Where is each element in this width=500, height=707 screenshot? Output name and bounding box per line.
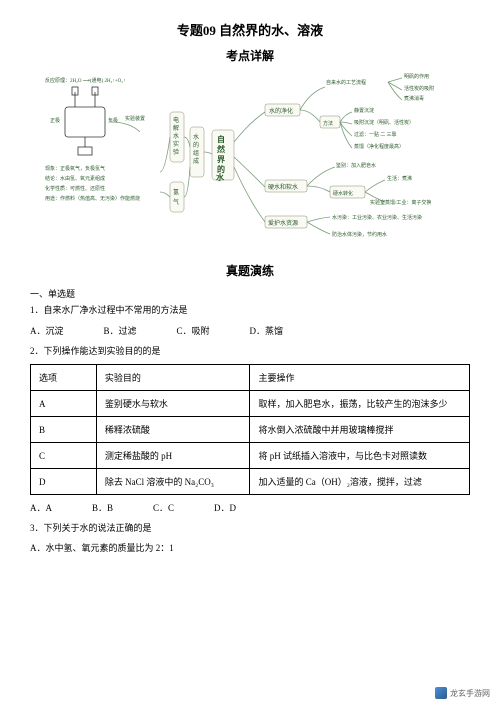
footer-logo: 龙玄手游网 (435, 687, 490, 699)
page-subtitle: 考点详解 (30, 47, 470, 64)
svg-text:水污染：工业污染、农业污染、生活污染: 水污染：工业污染、农业污染、生活污染 (332, 214, 422, 221)
svg-text:结论：水由氢、氧元素组成: 结论：水由氢、氧元素组成 (45, 175, 105, 182)
svg-text:硬水和软水: 硬水和软水 (268, 183, 298, 191)
q2-table: 选项 实验目的 主要操作 A 鉴别硬水与软水 取样，加入肥皂水，振荡，比较产生的… (30, 364, 470, 495)
svg-text:防治水体污染，节约用水: 防治水体污染，节约用水 (332, 231, 387, 238)
svg-text:硬水转化: 硬水转化 (333, 190, 353, 197)
svg-text:然: 然 (217, 144, 225, 154)
table-row: A 鉴别硬水与软水 取样，加入肥皂水，振荡，比较产生的泡沫多少 (31, 391, 470, 417)
logo-icon (435, 687, 447, 699)
svg-text:电: 电 (173, 116, 179, 124)
q1-opt-c: C．吸附 (177, 324, 210, 337)
q3-opt-a: A．水中氢、氧元素的质量比为 2：1 (30, 542, 470, 556)
q2-opt-a: A．A (30, 501, 52, 514)
svg-text:实: 实 (173, 140, 179, 148)
table-row: B 稀释浓硫酸 将水倒入浓硫酸中并用玻璃棒搅拌 (31, 417, 470, 443)
footer-text: 龙玄手游网 (450, 688, 490, 699)
svg-text:鉴别：加入肥皂水: 鉴别：加入肥皂水 (336, 162, 376, 169)
svg-text:水: 水 (193, 133, 199, 141)
q2-opt-d: D．D (214, 501, 236, 514)
svg-text:氢: 氢 (173, 188, 179, 196)
svg-text:气: 气 (173, 198, 179, 206)
svg-text:负极: 负极 (108, 117, 118, 124)
question-header: 一、单选题 (30, 287, 470, 300)
table-row: C 测定稀盐酸的 pH 将 pH 试纸插入溶液中，与比色卡对照读数 (31, 443, 470, 469)
svg-text:煮沸消毒: 煮沸消毒 (404, 95, 424, 102)
question-3: 3．下列关于水的说法正确的是 (30, 522, 470, 536)
question-2-options: A．A B．B C．C D．D (30, 501, 470, 514)
svg-text:现象：正极氧气，负极氢气: 现象：正极氧气，负极氢气 (45, 165, 105, 172)
page-title: 专题09 自然界的水、溶液 (30, 20, 470, 39)
svg-text:活性炭的吸附: 活性炭的吸附 (404, 85, 434, 92)
svg-text:用途：作燃料（热值高、无污染）作能燃烧: 用途：作燃料（热值高、无污染）作能燃烧 (45, 195, 140, 202)
section-practice: 真题演练 (30, 262, 470, 279)
svg-text:实验装置: 实验装置 (125, 115, 145, 122)
svg-text:的: 的 (193, 141, 199, 149)
q2-opt-b: B．B (92, 501, 113, 514)
svg-text:水: 水 (215, 172, 225, 182)
svg-text:蒸馏（净化程度最高）: 蒸馏（净化程度最高） (354, 143, 404, 150)
table-row: D 除去 NaCl 溶液中的 Na₂CO₃ 加入适量的 Ca（OH）₂溶液，搅拌… (31, 469, 470, 495)
question-1-options: A．沉淀 B．过滤 C．吸附 D．蒸馏 (30, 324, 470, 337)
svg-text:成: 成 (193, 157, 199, 165)
question-2: 2．下列操作能达到实验目的的是 (30, 345, 470, 359)
svg-text:爱护水资源: 爱护水资源 (268, 219, 298, 227)
q1-opt-b: B．过滤 (104, 324, 137, 337)
svg-text:正极: 正极 (50, 117, 60, 124)
th-option: 选项 (31, 365, 97, 391)
svg-text:验: 验 (173, 148, 179, 156)
th-operation: 主要操作 (250, 365, 470, 391)
svg-text:界: 界 (217, 154, 226, 164)
svg-text:吸附沉淀（明矾、活性炭）: 吸附沉淀（明矾、活性炭） (354, 119, 414, 126)
svg-text:组: 组 (193, 149, 199, 157)
svg-text:反应原理：2H₂O ⟶(通电) 2H₂↑+O₂↑: 反应原理：2H₂O ⟶(通电) 2H₂↑+O₂↑ (45, 77, 126, 84)
svg-text:实验室蒸馏/工业：离子交换: 实验室蒸馏/工业：离子交换 (370, 199, 431, 206)
svg-text:生活：煮沸: 生活：煮沸 (387, 175, 412, 182)
svg-text:静置沉淀: 静置沉淀 (354, 107, 374, 114)
concept-diagram: 正极 负极 反应原理：2H₂O ⟶(通电) 2H₂↑+O₂↑ 实验装置 现象：正… (30, 72, 470, 252)
q1-opt-a: A．沉淀 (30, 324, 64, 337)
svg-text:水的净化: 水的净化 (269, 107, 293, 115)
svg-text:过滤：一贴 二 三靠: 过滤：一贴 二 三靠 (354, 131, 397, 138)
svg-text:方法: 方法 (323, 120, 333, 127)
svg-text:自: 自 (217, 134, 225, 144)
q2-opt-c: C．C (153, 501, 174, 514)
svg-text:解: 解 (173, 124, 179, 132)
svg-text:化学性质：可燃性、还原性: 化学性质：可燃性、还原性 (45, 185, 105, 192)
question-1: 1．自来水厂净水过程中不常用的方法是 (30, 304, 470, 318)
svg-text:自来水的工艺流程: 自来水的工艺流程 (326, 79, 366, 86)
svg-text:水: 水 (173, 132, 179, 140)
svg-text:明矾的作用: 明矾的作用 (404, 73, 429, 80)
th-purpose: 实验目的 (96, 365, 250, 391)
q1-opt-d: D．蒸馏 (250, 324, 284, 337)
